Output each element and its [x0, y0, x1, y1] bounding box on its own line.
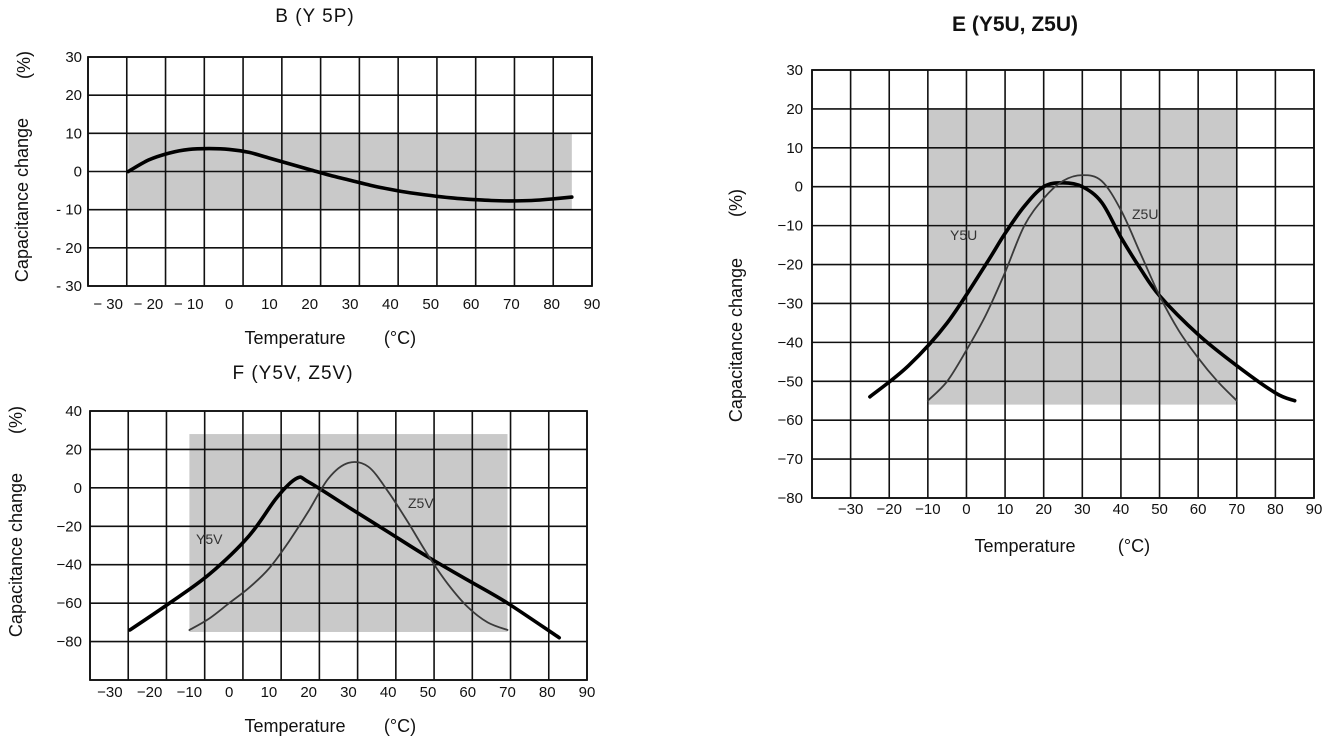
x-tick-label: 0	[225, 296, 233, 313]
x-axis-unit: (°C)	[384, 716, 416, 736]
x-tick-label: 10	[261, 296, 278, 313]
x-tick-label: 50	[422, 296, 439, 313]
x-tick-label: 60	[459, 684, 476, 701]
y-tick-label: −40	[778, 334, 803, 351]
y-axis-label: Capacitance change	[12, 118, 32, 282]
y-tick-label: −20	[778, 257, 803, 274]
x-axis-label: Temperature	[244, 328, 345, 348]
x-tick-label: −30	[838, 501, 863, 518]
y-tick-label: −80	[778, 490, 803, 507]
x-tick-label: − 30	[93, 296, 123, 313]
x-tick-label: 80	[543, 296, 560, 313]
x-tick-label: − 20	[134, 296, 164, 313]
plot-frame	[811, 69, 1315, 499]
x-tick-label: 50	[420, 684, 437, 701]
y-axis-label: Capacitance change	[726, 258, 746, 422]
x-tick-label: −20	[137, 684, 162, 701]
x-tick-label: 40	[380, 684, 397, 701]
y-tick-label: - 30	[56, 278, 82, 295]
chart-panel-1: −30 −20 −10 0 10 20 30 40 50 60 70 80 90 30 20 10 0 −10 −2…	[726, 13, 1322, 556]
chart-title: F (Y5V, Z5V)	[232, 363, 353, 384]
x-axis-unit: (°C)	[1118, 536, 1150, 556]
y-tick-label: 30	[786, 62, 803, 79]
x-tick-label: 70	[499, 684, 516, 701]
x-tick-label: 10	[261, 684, 278, 701]
x-tick-label: 0	[962, 501, 970, 518]
series-label: Y5U	[950, 227, 977, 243]
x-tick-label: 70	[503, 296, 520, 313]
series-line-y5u	[868, 181, 1297, 403]
y-tick-label: −70	[778, 451, 803, 468]
chart-title: E (Y5U, Z5U)	[952, 13, 1078, 36]
series-line-z5u	[926, 174, 1238, 402]
chart-panel-2: −30 −20 −10 0 10 20 30 40 50 60 70 80 90 40 20 0 −20 −40 −…	[6, 363, 595, 736]
x-tick-label: 90	[579, 684, 596, 701]
y-tick-label: 20	[786, 101, 803, 118]
x-tick-label: −10	[177, 684, 202, 701]
chart-panel-0: − 30 − 20 − 10 0 10 20 30 40 50 60 70 80 90 30 20 10 0 - …	[12, 6, 600, 348]
y-tick-label: - 10	[56, 202, 82, 219]
plot-frame	[87, 56, 593, 287]
series-line-z5v	[188, 461, 509, 631]
series-label: Y5V	[196, 531, 223, 547]
x-axis-label: Temperature	[974, 536, 1075, 556]
series-line-y5v	[128, 475, 561, 640]
grid	[87, 56, 593, 287]
x-tick-label: −10	[915, 501, 940, 518]
x-tick-label: 80	[1267, 501, 1284, 518]
x-tick-label: 60	[463, 296, 480, 313]
series-line-curve	[126, 146, 574, 203]
x-tick-label: −20	[877, 501, 902, 518]
x-tick-label: 90	[1306, 501, 1323, 518]
x-axis-label: Temperature	[244, 716, 345, 736]
series-label: Z5U	[1132, 206, 1158, 222]
plot-frame	[89, 410, 588, 681]
y-tick-label: −60	[778, 412, 803, 429]
chart-title: B (Y 5P)	[275, 6, 354, 27]
y-tick-label: −50	[778, 373, 803, 390]
y-tick-label: 10	[65, 125, 82, 142]
y-axis-unit: (%)	[6, 406, 26, 434]
x-tick-label: −30	[97, 684, 122, 701]
y-tick-label: −80	[57, 634, 82, 651]
x-tick-label: 70	[1228, 501, 1245, 518]
x-tick-label: 30	[1074, 501, 1091, 518]
x-tick-label: − 10	[174, 296, 204, 313]
x-tick-label: 90	[584, 296, 601, 313]
x-tick-label: 40	[1113, 501, 1130, 518]
y-tick-label: −10	[778, 218, 803, 235]
series-label: Z5V	[408, 495, 434, 511]
x-tick-label: 60	[1190, 501, 1207, 518]
y-tick-label: −30	[778, 295, 803, 312]
x-tick-label: 80	[539, 684, 556, 701]
x-tick-label: 20	[301, 296, 318, 313]
y-tick-label: 0	[795, 179, 803, 196]
x-tick-label: 0	[225, 684, 233, 701]
y-tick-label: −40	[57, 557, 82, 574]
x-axis-unit: (°C)	[384, 328, 416, 348]
y-tick-label: −60	[57, 595, 82, 612]
x-tick-label: 10	[997, 501, 1014, 518]
y-tick-label: 30	[65, 49, 82, 66]
y-axis-unit: (%)	[14, 51, 34, 79]
y-tick-label: 0	[74, 164, 82, 181]
y-tick-label: 10	[786, 140, 803, 157]
x-tick-label: 50	[1151, 501, 1168, 518]
y-axis-label: Capacitance change	[6, 473, 26, 637]
y-tick-label: 0	[74, 480, 82, 497]
x-tick-label: 20	[1035, 501, 1052, 518]
x-tick-label: 30	[340, 684, 357, 701]
x-tick-label: 30	[342, 296, 359, 313]
y-tick-label: 40	[65, 403, 82, 420]
x-tick-label: 40	[382, 296, 399, 313]
y-tick-label: 20	[65, 87, 82, 104]
x-tick-label: 20	[300, 684, 317, 701]
y-tick-label: - 20	[56, 240, 82, 257]
y-tick-label: 20	[65, 441, 82, 458]
y-tick-label: −20	[57, 518, 82, 535]
y-axis-unit: (%)	[726, 189, 746, 217]
